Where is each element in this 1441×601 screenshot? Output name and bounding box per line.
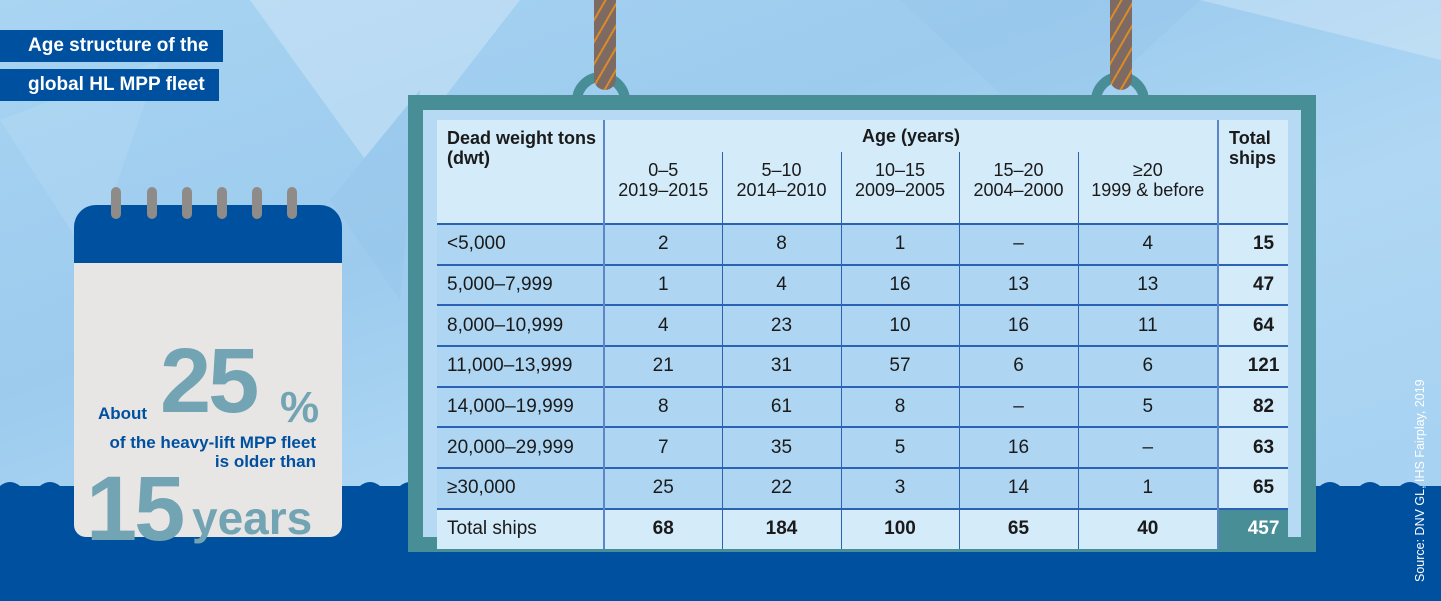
rope-icon [594,0,616,90]
age-structure-table: Dead weight tons (dwt) Age (years) Total… [437,120,1289,549]
calendar-callout: About 25 % of the heavy-lift MPP fleet i… [74,187,342,559]
row-total: 82 [1217,385,1289,428]
calendar-ring-icon [252,187,262,219]
table-cell: 10 [840,304,959,347]
table-cell: 22 [721,467,841,509]
totals-row: Total ships 68 184 100 65 40 457 [437,507,1289,549]
table-cell: 1 [840,223,959,265]
column-total: 100 [840,507,959,549]
row-total: 47 [1217,263,1289,306]
table-cell: 13 [1077,263,1219,306]
percent-sign: % [280,383,320,432]
table-cell: 14 [958,467,1078,509]
table-cell: – [958,223,1078,265]
age-column-header: 15–20 2004–2000 [958,152,1078,224]
row-label: ≥30,000 [437,467,605,509]
column-total: 68 [603,507,722,549]
table-cell: 8 [721,223,841,265]
table-cell: 6 [1077,345,1219,387]
row-label: 14,000–19,999 [437,385,605,428]
table-cell: 11 [1077,304,1219,347]
calendar-ring-icon [287,187,297,219]
table-cell: 8 [603,385,722,428]
age-column-header: 10–15 2009–2005 [840,152,959,224]
table-cell: 5 [1077,385,1219,428]
table-cell: 4 [603,304,722,347]
rope-icon [1110,0,1132,90]
title-line-1: Age structure of the [0,30,223,62]
row-label: 8,000–10,999 [437,304,605,347]
table-cell: 4 [1077,223,1219,265]
table-cell: 1 [1077,467,1219,509]
calendar-header [74,187,342,263]
table-cell: 16 [958,304,1078,347]
table-cell: 61 [721,385,841,428]
table-row: 11,000–13,999 21 31 57 6 6 121 [437,345,1289,387]
row-total: 65 [1217,467,1289,509]
header-dwt: Dead weight tons (dwt) [437,120,605,224]
header-total: Total ships [1217,120,1289,224]
table-cell: 31 [721,345,841,387]
table-cell: 13 [958,263,1078,306]
calendar-body: About 25 % of the heavy-lift MPP fleet i… [74,263,342,559]
column-total: 65 [958,507,1078,549]
table-row: 8,000–10,999 4 23 10 16 11 64 [437,304,1289,347]
row-total: 15 [1217,223,1289,265]
years-value: 15 [86,458,185,560]
table-cell: 16 [840,263,959,306]
table-cell: 21 [603,345,722,387]
calendar-ring-icon [217,187,227,219]
table-cell: – [1077,426,1219,469]
row-total: 64 [1217,304,1289,347]
age-column-header: ≥20 1999 & before [1077,152,1219,224]
percent-value: 25 [160,330,259,432]
calendar-ring-icon [111,187,121,219]
table-cell: 35 [721,426,841,469]
table-row: 5,000–7,999 1 4 16 13 13 47 [437,263,1289,306]
table-cell: – [958,385,1078,428]
callout-subtext-line1: of the heavy-lift MPP fleet [109,433,316,452]
calendar-ring-icon [182,187,192,219]
column-total: 184 [721,507,841,549]
table-row: ≥30,000 25 22 3 14 1 65 [437,467,1289,509]
grand-total: 457 [1217,507,1289,549]
table-cell: 23 [721,304,841,347]
header-age: Age (years) [604,120,1219,152]
table-cell: 6 [958,345,1078,387]
age-column-header: 0–5 2019–2015 [604,152,722,224]
callout-subtext-line2: is older than [214,452,316,471]
years-label: years [192,492,313,544]
table-cell: 1 [603,263,722,306]
row-total: 121 [1217,345,1289,387]
table-cell: 16 [958,426,1078,469]
callout-subtext: of the heavy-lift MPP fleet is older tha… [109,433,316,471]
about-label: About [98,404,148,423]
table-cell: 4 [721,263,841,306]
totals-label: Total ships [437,507,605,549]
row-label: 20,000–29,999 [437,426,605,469]
table-row: 20,000–29,999 7 35 5 16 – 63 [437,426,1289,469]
calendar-ring-icon [147,187,157,219]
source-note: Source: DNV GL, IHS Fairplay, 2019 [1413,379,1427,582]
table-cell: 2 [603,223,722,265]
title-line-2: global HL MPP fleet [0,69,219,101]
table-cell: 3 [840,467,959,509]
column-total: 40 [1077,507,1219,549]
row-label: <5,000 [437,223,605,265]
table-cell: 7 [603,426,722,469]
row-label: 11,000–13,999 [437,345,605,387]
table-cell: 8 [840,385,959,428]
row-total: 63 [1217,426,1289,469]
table-cell: 57 [840,345,959,387]
table-row: <5,000 2 8 1 – 4 15 [437,223,1289,265]
row-label: 5,000–7,999 [437,263,605,306]
table-row: 14,000–19,999 8 61 8 – 5 82 [437,385,1289,428]
age-column-header: 5–10 2014–2010 [721,152,841,224]
table-cell: 25 [603,467,722,509]
table-cell: 5 [840,426,959,469]
